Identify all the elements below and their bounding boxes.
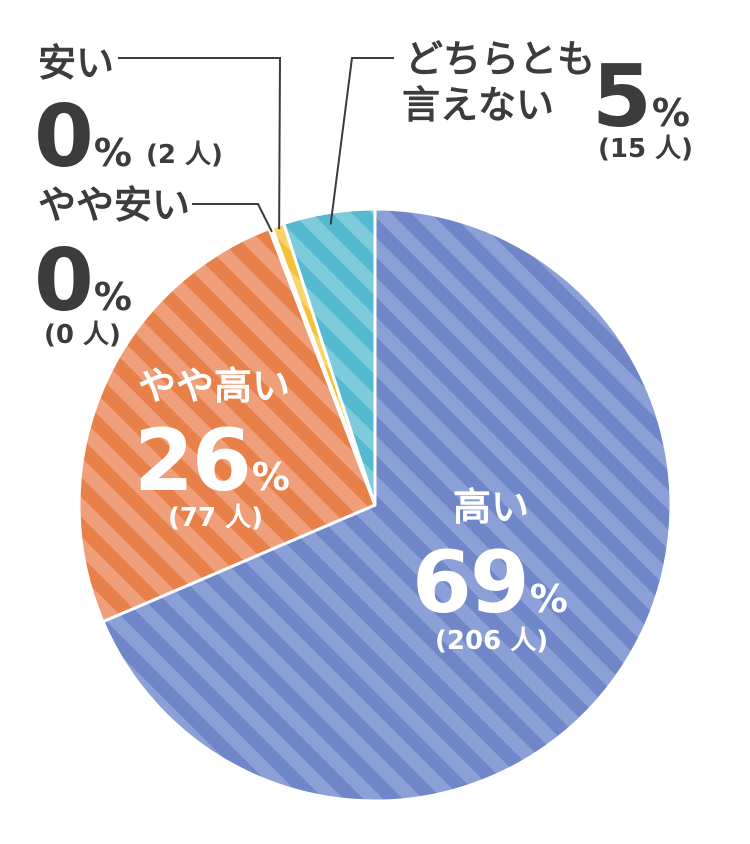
slice-percent-yasui: 0% bbox=[34, 87, 132, 187]
pie-slice-4 bbox=[282, 207, 377, 507]
slice-label-dochiratomo-line2: 言えない bbox=[402, 83, 555, 127]
slice-count-yaya-yasui: (0 人) bbox=[44, 320, 121, 350]
slice-label-yaya-takai: やや高い bbox=[138, 364, 291, 408]
slice-count-takai: (206 人) bbox=[435, 626, 549, 656]
slice-count-yaya-takai: (77 人) bbox=[168, 503, 263, 533]
slice-percent-yaya-takai: 26% bbox=[134, 411, 290, 511]
slice-count-yasui: (2 人) bbox=[146, 140, 223, 170]
leader-line-dochiratomo bbox=[329, 57, 394, 225]
slice-percent-dochiratomo: 5% bbox=[592, 47, 690, 147]
slice-label-dochiratomo-line1: どちらとも bbox=[405, 37, 596, 81]
pie-slice-1 bbox=[77, 227, 377, 624]
slice-count-dochiratomo: (15 人) bbox=[598, 134, 693, 164]
slice-label-takai: 高い bbox=[453, 485, 530, 529]
leader-line-yaya-yasui bbox=[192, 203, 273, 233]
slice-label-yaya-yasui: やや安い bbox=[38, 183, 191, 227]
slice-percent-takai: 69% bbox=[412, 533, 568, 633]
slice-percent-yaya-yasui: 0% bbox=[34, 231, 132, 331]
slice-label-yasui: 安い bbox=[38, 41, 115, 85]
leader-line-yasui bbox=[118, 57, 282, 230]
pie-slice-0 bbox=[101, 207, 673, 803]
